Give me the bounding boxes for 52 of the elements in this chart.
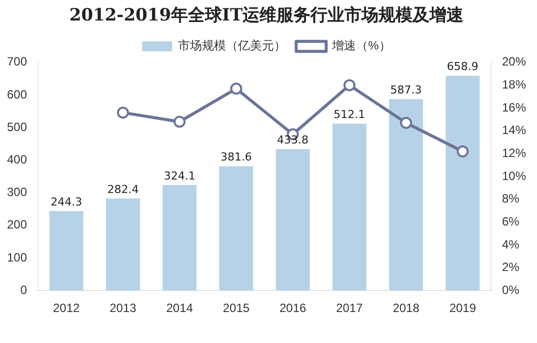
y2-tick-label: 6% [502,214,520,228]
y2-tick-label: 12% [502,146,526,160]
legend-label: 市场规模（亿美元） [178,38,286,53]
y-tick-label: 100 [6,250,28,264]
y-tick-label: 300 [6,185,28,200]
x-tick-label: 2014 [166,301,194,316]
bar [389,99,424,291]
x-tick-label: 2012 [52,301,80,316]
x-tick-label: 2015 [222,301,250,316]
x-tick-label: 2017 [336,301,364,316]
point [343,79,356,92]
y-tick-label: 700 [6,54,28,69]
point [400,116,412,129]
data-label: 587.3 [390,84,422,96]
point [174,116,186,128]
y2-tick-label: 16% [502,100,526,114]
bar [162,184,197,291]
y2-tick-label: 20% [502,54,526,69]
y2-tick-label: 8% [502,192,520,206]
y2-tick-label: 2% [502,260,520,274]
data-label: 282.4 [107,182,139,196]
data-label: 433.8 [277,134,309,147]
bar [219,166,254,291]
x-tick-label: 2016 [279,301,306,316]
y-tick-label: 0 [20,282,28,297]
y2-tick-label: 10% [502,168,526,183]
bar [276,149,310,291]
point [230,82,242,95]
y-tick-label: 400 [6,152,28,167]
y-tick-label: 500 [6,120,28,134]
data-label: 324.1 [164,169,196,182]
x-tick-label: 2018 [392,301,420,316]
data-label: 512.1 [334,108,366,122]
bar [106,198,140,291]
point [456,145,469,158]
data-label: 658.9 [446,60,478,74]
y2-tick-label: 4% [502,237,520,252]
y2-tick-label: 18% [502,78,526,92]
bar [49,210,84,291]
legend-label: 增速（%） [331,38,391,53]
chart-title: 2012-2019年全球IT运维服务行业市场规模及增速 [69,6,464,26]
bar [332,124,366,291]
y2-tick-label: 0% [502,282,520,297]
point [116,106,129,119]
data-label: 381.6 [220,150,252,164]
y2-tick-label: 14% [502,123,526,138]
bar [446,76,480,291]
x-tick-label: 2013 [110,301,137,316]
x-tick-label: 2019 [449,301,476,316]
y-tick-label: 200 [6,218,28,232]
y-tick-label: 600 [6,87,28,102]
data-label: 244.3 [50,195,82,208]
